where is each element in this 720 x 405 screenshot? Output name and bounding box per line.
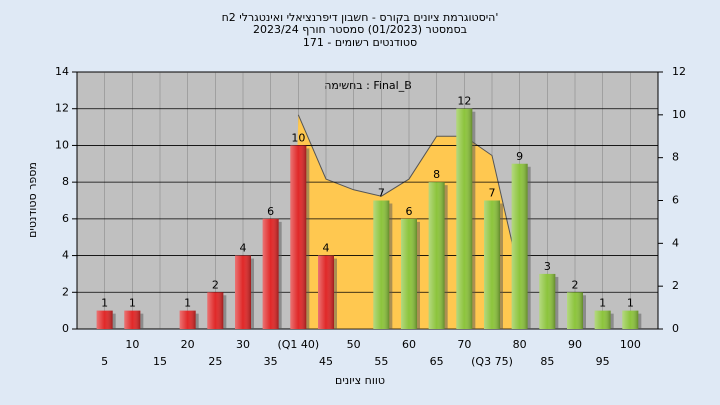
bar-shadow	[417, 221, 420, 329]
x-tick-label: 100	[620, 338, 641, 351]
data-label: 4	[240, 242, 247, 255]
y2-tick-label: 6	[672, 194, 679, 207]
data-label: 1	[129, 297, 136, 310]
bar-shadow	[610, 313, 614, 329]
y2-tick-label: 12	[672, 65, 686, 78]
x-tick-label: 30	[236, 338, 250, 351]
bar-shadow	[527, 166, 531, 329]
x-tick-label: 25	[208, 355, 222, 368]
bar-shadow	[555, 276, 559, 329]
y2-tick-label: 4	[672, 236, 679, 249]
data-label: 8	[433, 168, 440, 181]
x-tick-label: 85	[540, 355, 554, 368]
data-label: 10	[291, 131, 305, 144]
x-tick-label: 20	[181, 338, 195, 351]
bar-shadow	[140, 313, 144, 329]
x-tick-label: 15	[153, 355, 167, 368]
bar-shade	[262, 218, 279, 329]
data-label: 7	[489, 187, 496, 200]
x-tick-label: 65	[430, 355, 444, 368]
bar-shadow	[306, 148, 310, 329]
data-label: 6	[267, 205, 274, 218]
data-label: 2	[212, 278, 219, 291]
chart-title: היסטוגרמת ציונים בקורס - חשבון דיפרנציאל…	[222, 11, 499, 24]
bar-shadow	[278, 221, 282, 329]
bar-shade	[622, 310, 639, 329]
bar-shadow	[444, 185, 448, 329]
bar-shade	[428, 182, 445, 329]
x-tick-label: 50	[347, 338, 361, 351]
bar-shadow	[638, 313, 642, 329]
bar-shade	[484, 200, 500, 329]
x-tick-label: (Q3 75)	[471, 355, 513, 368]
data-label: 12	[457, 95, 471, 108]
bar-shade	[594, 310, 611, 329]
data-label: 6	[406, 205, 413, 218]
x-tick-label: 45	[319, 355, 333, 368]
bar-shade	[179, 310, 196, 329]
y-tick-label: 6	[62, 212, 69, 225]
x-tick-label: 80	[513, 338, 527, 351]
y2-tick-label: 10	[672, 108, 686, 121]
bar-shadow	[112, 313, 116, 329]
bar-shade	[207, 292, 224, 329]
x-tick-label: 95	[596, 355, 610, 368]
bar-shadow	[500, 203, 503, 329]
bar-shade	[124, 310, 141, 329]
area-edge	[297, 114, 521, 276]
y-tick-label: 14	[55, 65, 69, 78]
bar-shade	[456, 108, 473, 329]
x-axis-label: טווח ציונים	[335, 374, 385, 387]
x-tick-label: 90	[568, 338, 582, 351]
data-label: 1	[599, 297, 606, 310]
bar-shade	[373, 200, 390, 329]
y-tick-label: 0	[62, 322, 69, 335]
y-tick-label: 10	[55, 138, 69, 151]
y-tick-label: 2	[62, 285, 69, 298]
y-axis-label: מספר סטודנטים	[26, 162, 39, 238]
bar-shadow	[472, 111, 476, 329]
y-tick-label: 12	[55, 102, 69, 115]
annotation: בחשימה : Final_B	[324, 79, 412, 92]
y2-tick-label: 2	[672, 279, 679, 292]
data-label: 1	[184, 297, 191, 310]
bar-shadow	[334, 258, 337, 329]
data-label: 9	[516, 150, 523, 163]
data-label: 7	[378, 187, 385, 200]
x-tick-label: 55	[374, 355, 388, 368]
data-label: 4	[323, 242, 330, 255]
x-tick-label: 70	[457, 338, 471, 351]
y2-tick-label: 8	[672, 151, 679, 164]
bar-shade	[290, 145, 307, 329]
x-tick-label: 10	[125, 338, 139, 351]
x-tick-label: 35	[264, 355, 278, 368]
y2-tick-label: 0	[672, 322, 679, 335]
y-tick-label: 8	[62, 175, 69, 188]
x-tick-label: 60	[402, 338, 416, 351]
data-label: 1	[627, 297, 634, 310]
bar-shade	[511, 163, 528, 329]
bar-shadow	[223, 295, 227, 329]
x-tick-label: (Q1 40)	[277, 338, 319, 351]
bar-shade	[318, 255, 334, 329]
y-tick-label: 4	[62, 249, 69, 262]
bar-shade	[401, 218, 417, 329]
data-label: 3	[544, 260, 551, 273]
bar-shade	[539, 273, 556, 329]
bar-shadow	[389, 203, 393, 329]
chart-subtitle: בסמסטר (01/2023) סמסטר חורף 2023/24	[253, 23, 467, 36]
bar-shadow	[195, 313, 199, 329]
chart-subtitle: סטודנטים רשומים - 171	[303, 36, 417, 49]
bar-shade	[567, 292, 583, 329]
bar-shadow	[583, 295, 586, 329]
bar-shade	[235, 255, 251, 329]
data-label: 1	[101, 297, 108, 310]
bar-shadow	[251, 258, 254, 329]
x-tick-label: 5	[101, 355, 108, 368]
data-label: 2	[572, 278, 579, 291]
bar-shade	[96, 310, 113, 329]
